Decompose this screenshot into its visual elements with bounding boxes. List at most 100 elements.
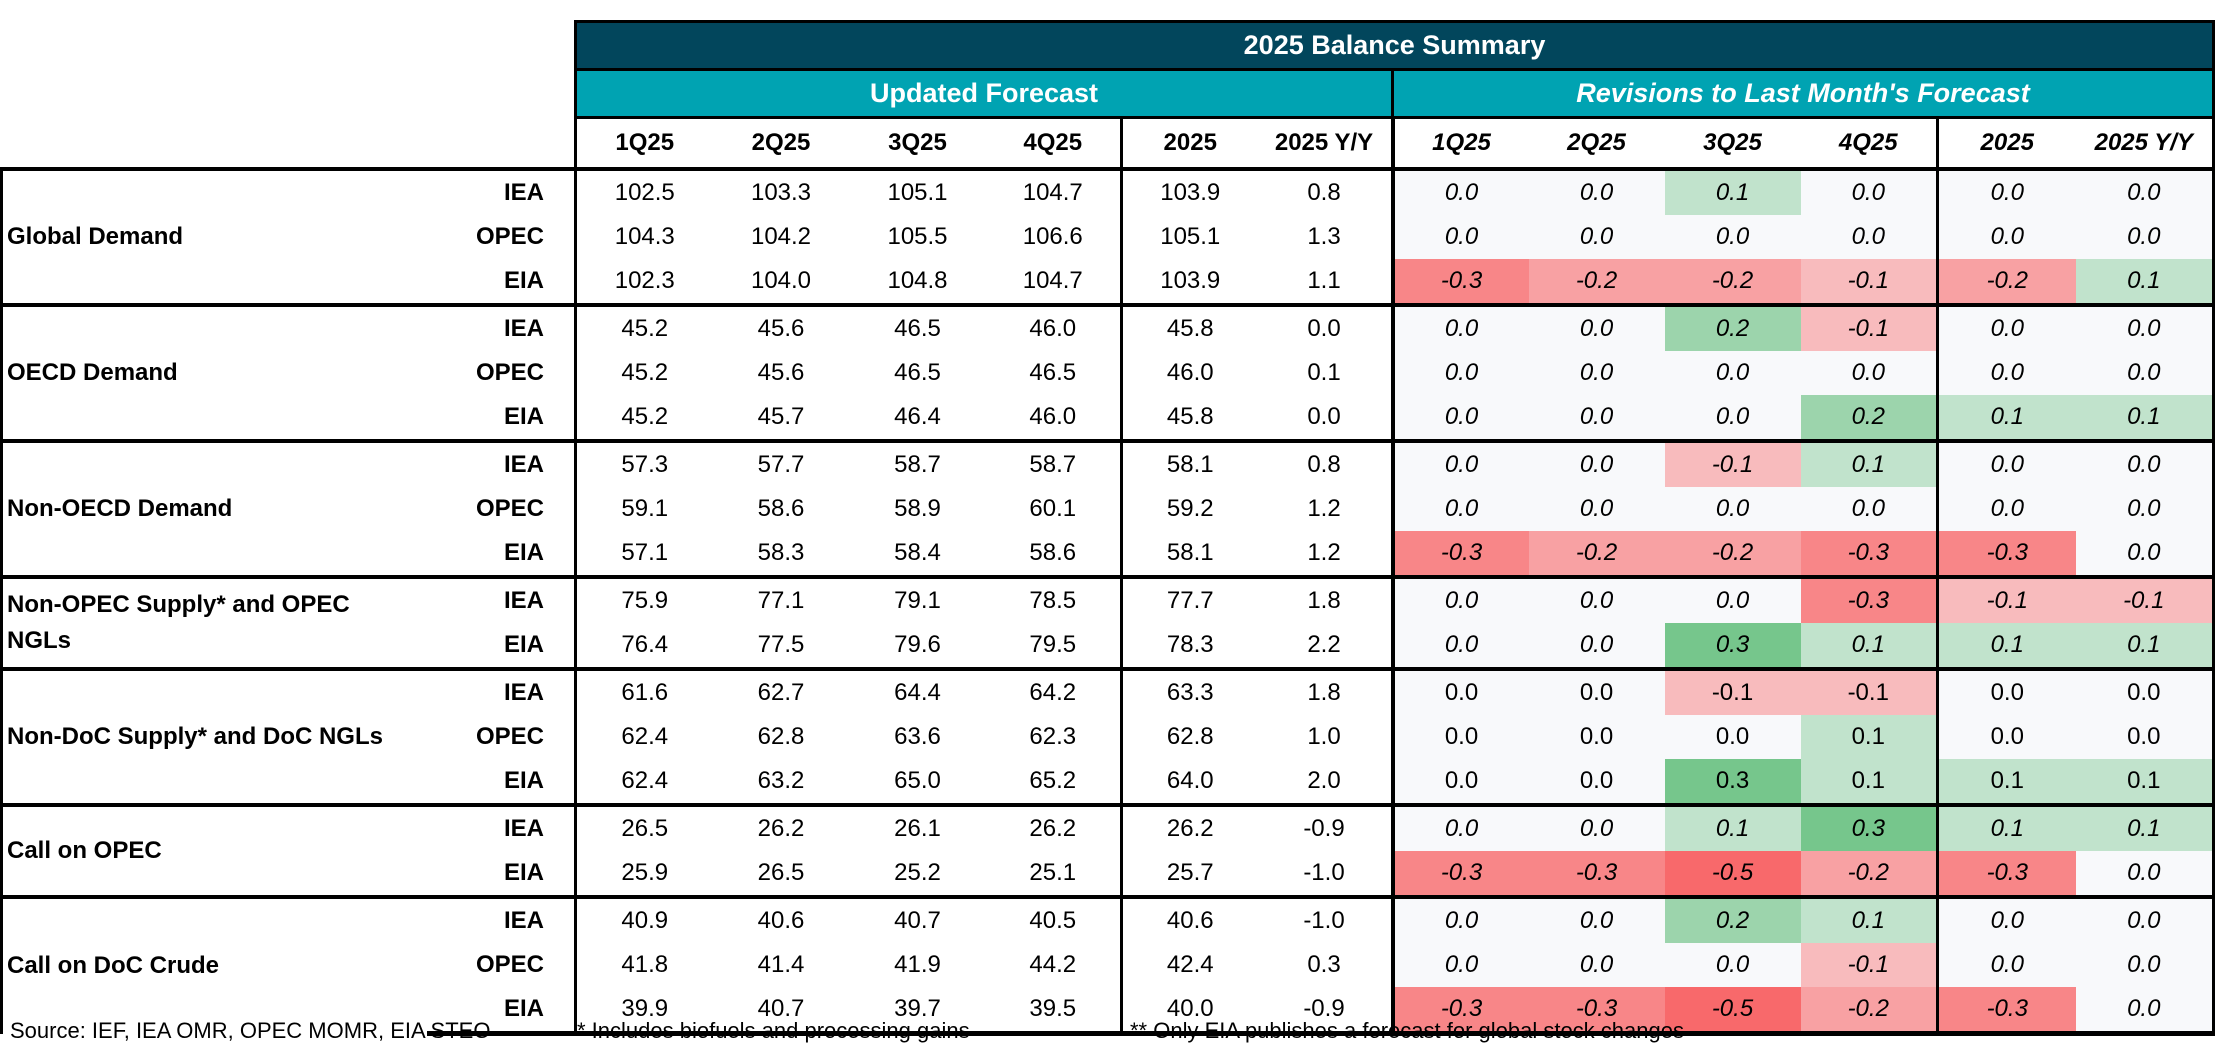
forecast-value: 105.1: [1160, 223, 1221, 250]
revision-col-header: 4Q25: [1800, 117, 1939, 171]
forecast-value: 41.4: [757, 951, 805, 978]
revision-value: 0.0: [1528, 759, 1665, 805]
forecast-value: 45.7: [757, 403, 805, 430]
revision-value: -0.3: [1800, 575, 1939, 623]
forecast-value: 1.0: [1257, 715, 1395, 759]
forecast-value: 45.8: [1121, 303, 1258, 351]
revision-value: 0.0: [1664, 395, 1801, 441]
table-row: Global Demand IEA 102.5 103.3 105.1 104.7 103.…: [0, 167, 2215, 305]
revision-value: 0.0: [1800, 167, 1939, 215]
forecast-value: 25.1: [985, 851, 1123, 897]
revision-col-header: 1Q25: [1392, 117, 1529, 171]
table-row: OPEC 59.1 58.6 58.9 60.1 59.2 1.2 0.0 0.0 0.0 0.0 0…: [2, 487, 2215, 531]
forecast-value: 58.3: [757, 539, 805, 566]
revision-value: 0.0: [1392, 715, 1529, 759]
forecast-value: 1.3: [1257, 215, 1395, 259]
revision-value: 0.0: [2075, 987, 2215, 1036]
revision-value: 0.1: [1937, 395, 2076, 441]
forecast-value: 78.5: [985, 575, 1123, 623]
forecast-value: 1.2: [1257, 531, 1395, 577]
forecast-value: 39.9: [575, 987, 713, 1036]
forecast-value: 57.3: [575, 439, 713, 487]
table-row: EIA 57.1 58.3 58.4 58.6 58.1 1.2 -0.3 -0.2 -0.2 -0…: [2, 531, 2215, 577]
table-row: Call on OPEC IEA 26.5 26.2 26.1 26.2 26.2 -0.9 0…: [0, 803, 2215, 897]
source-label: EIA: [426, 623, 577, 669]
forecast-value: 45.8: [1166, 403, 1214, 430]
forecast-value: 40.9: [575, 895, 713, 943]
revision-value: 0.1: [1800, 623, 1939, 669]
revision-value: -0.2: [1664, 531, 1801, 577]
forecast-value: 62.8: [757, 723, 805, 750]
forecast-value: 46.0: [985, 395, 1123, 441]
revision-value: 0.0: [1528, 487, 1665, 531]
revision-value: 0.0: [1937, 351, 2076, 395]
source-label: EIA: [426, 987, 577, 1036]
forecast-value: 79.6: [894, 631, 941, 658]
revision-value: 0.0: [1664, 487, 1801, 531]
forecast-value: 62.4: [621, 767, 669, 794]
revision-value: 0.2: [1664, 895, 1801, 943]
forecast-value: 0.8: [1257, 439, 1395, 487]
forecast-value: 1.8: [1257, 575, 1395, 623]
forecast-col-header: 2025: [1121, 117, 1258, 171]
forecast-value: 61.6: [575, 667, 713, 715]
revision-value: -0.2: [1800, 987, 1939, 1036]
source-label: OPEC: [426, 943, 577, 987]
table-row: OPEC 104.3 104.2 105.5 106.6 105.1 1.3 0.0 0.0 0.…: [2, 215, 2215, 259]
forecast-value: 77.1: [712, 575, 850, 623]
forecast-value: 63.2: [757, 767, 805, 794]
forecast-value: 40.7: [849, 895, 986, 943]
forecast-value: 40.5: [985, 895, 1123, 943]
revision-value: 0.0: [1528, 215, 1665, 259]
forecast-value: 64.2: [985, 667, 1123, 715]
revision-value: 0.1: [1800, 759, 1939, 805]
revision-value: 0.0: [1392, 895, 1529, 943]
revision-value: -0.3: [1528, 851, 1665, 897]
table-row: OECD Demand IEA 45.2 45.6 46.5 46.0 45.8 0.0 0.0…: [0, 303, 2215, 441]
revision-value: 0.0: [1664, 215, 1801, 259]
revision-value: -0.2: [1937, 259, 2076, 305]
revision-value: 0.0: [1664, 715, 1801, 759]
revision-value: 0.0: [1392, 487, 1529, 531]
forecast-value: 25.2: [894, 859, 941, 886]
revision-value: 0.0: [1664, 943, 1801, 987]
revision-value: 0.0: [2075, 851, 2215, 897]
forecast-value: 0.0: [1257, 303, 1395, 351]
source-label: OPEC: [426, 487, 577, 531]
revision-value: -0.1: [1800, 303, 1939, 351]
forecast-value: 0.1: [1257, 351, 1395, 395]
updated-forecast-header: Updated Forecast: [574, 68, 1394, 119]
forecast-col-header: 1Q25: [574, 117, 713, 171]
forecast-value: 39.5: [985, 987, 1123, 1036]
forecast-value: 103.9: [1121, 167, 1258, 215]
revision-value: 0.0: [1392, 395, 1529, 441]
source-label: EIA: [426, 531, 577, 577]
revision-value: 0.0: [2075, 943, 2215, 987]
revision-value: 0.1: [2075, 759, 2215, 805]
forecast-value: 2.2: [1257, 623, 1395, 669]
table-row: OPEC 62.4 62.8 63.6 62.3 62.8 1.0 0.0 0.0 0.0 0.1 0…: [2, 715, 2215, 759]
table-row: EIA 39.9 40.7 39.7 39.5 40.0 -0.9 -0.3 -0.3 -0.5-…: [2, 987, 2215, 1036]
revision-value: 0.0: [1937, 487, 2076, 531]
revision-value: 0.3: [1664, 759, 1801, 805]
forecast-value: -0.9: [1257, 803, 1395, 851]
table-row: EIA 25.9 26.5 25.2 25.1 25.7 -1.0 -0.3 -0.3 -0.5-…: [2, 851, 2215, 897]
forecast-value: 44.2: [985, 943, 1123, 987]
forecast-value: 1.1: [1257, 259, 1395, 305]
forecast-value: 64.0: [1166, 767, 1214, 794]
revision-col-header: 2Q25: [1528, 117, 1665, 171]
forecast-value: 41.9: [894, 951, 941, 978]
footer-note-stock-changes: ** Only EIA publishes a forecast for glo…: [1130, 1018, 1684, 1043]
source-label: EIA: [426, 851, 577, 897]
forecast-value: 0.0: [1257, 395, 1395, 441]
revision-value: 0.0: [2075, 351, 2215, 395]
revision-value: 0.1: [2075, 803, 2215, 851]
revision-value: 0.0: [2075, 895, 2215, 943]
forecast-value: 1.2: [1257, 487, 1395, 531]
forecast-value: 104.7: [985, 167, 1123, 215]
forecast-value: 25.7: [1166, 859, 1214, 886]
forecast-value: 104.3: [614, 223, 675, 250]
revision-value: -0.3: [1528, 987, 1665, 1036]
revision-value: 0.0: [1392, 351, 1529, 395]
source-label: EIA: [426, 259, 577, 305]
